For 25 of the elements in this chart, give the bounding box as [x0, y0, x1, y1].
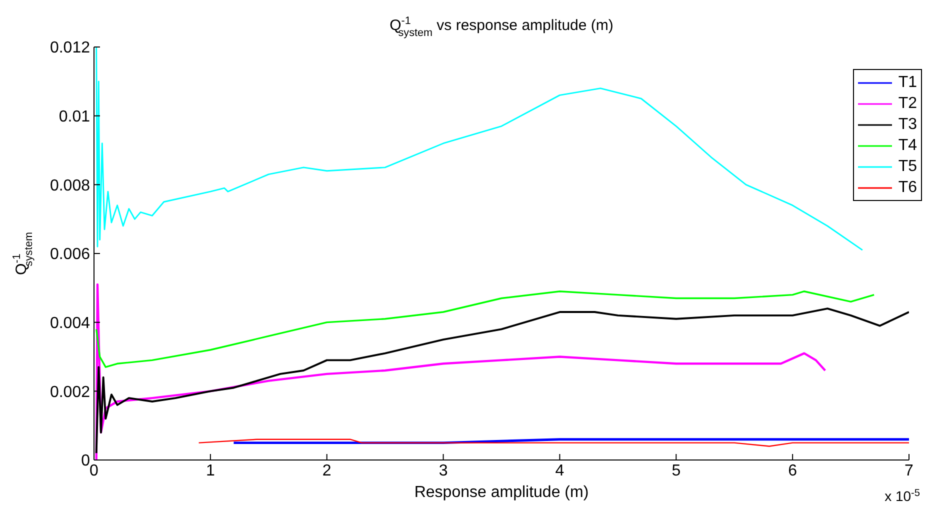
legend-label: T5 [898, 157, 917, 177]
legend-label: T4 [898, 136, 917, 156]
y-tick-label: 0.006 [50, 246, 90, 264]
line-series [96, 47, 864, 251]
x-tick-label: 7 [904, 462, 914, 480]
chart-title: Q$^{-1}$$_{system}$ vs response amplitude (m) [390, 15, 614, 39]
y-tick-label: 0.002 [50, 384, 90, 401]
x-tick-label: 1 [206, 462, 215, 480]
legend-label: T2 [898, 94, 917, 114]
y-tick-label: 0.012 [50, 40, 90, 57]
x-tick-label: 3 [438, 462, 448, 480]
line-series [95, 290, 875, 368]
legend-label: T3 [898, 115, 917, 135]
x-tick-label: 2 [322, 462, 332, 480]
y-tick-label: 0.008 [50, 177, 90, 194]
y-tick-label: 0.01 [58, 108, 90, 126]
x-tick-label: 6 [788, 462, 798, 480]
text: x 10$^{-5}$ [884, 488, 920, 504]
x-tick-label: 4 [555, 462, 564, 480]
legend-label: T6 [898, 178, 917, 198]
line-series [95, 283, 826, 460]
x-tick-label: 5 [672, 462, 681, 480]
x-axis-title: Response amplitude (m) [414, 484, 589, 501]
legend-label: T1 [898, 73, 917, 93]
y-tick-label: 0.004 [50, 315, 90, 332]
